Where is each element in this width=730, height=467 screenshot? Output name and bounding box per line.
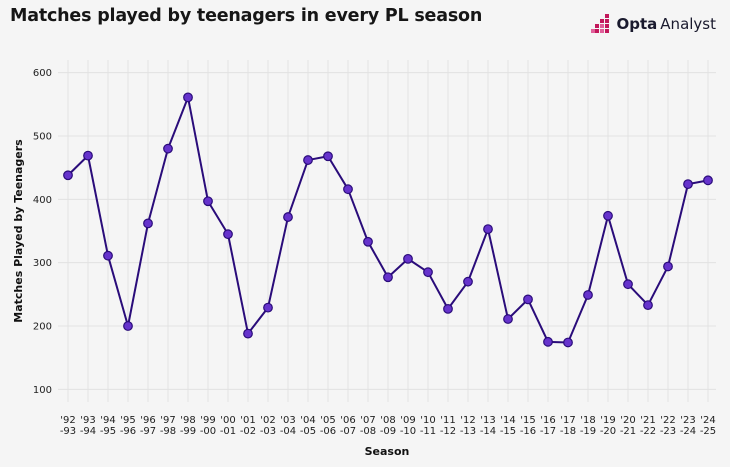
- x-tick-label: '03 -04: [280, 415, 296, 437]
- x-tick-label: '19 -20: [600, 415, 616, 437]
- y-tick-label: 300: [33, 258, 52, 269]
- data-point: [683, 179, 693, 190]
- x-tick-label: '01 -02: [240, 415, 256, 437]
- x-tick-label: '95 -96: [120, 415, 136, 437]
- x-tick-label: '96 -97: [140, 415, 156, 437]
- logo-text-analyst: Analyst: [660, 15, 716, 33]
- x-tick-label: '16 -17: [540, 415, 556, 437]
- x-tick-label: '99 -00: [200, 415, 216, 437]
- x-tick-label: '12 -13: [460, 415, 476, 437]
- x-tick-label: '08 -09: [380, 415, 396, 437]
- data-point: [503, 314, 513, 324]
- data-point: [643, 300, 653, 311]
- y-tick-label: 200: [33, 322, 52, 333]
- data-point: [603, 210, 613, 221]
- opta-analyst-logo: Opta Analyst: [590, 14, 716, 34]
- data-point: [323, 151, 333, 162]
- y-tick-label: 500: [33, 132, 52, 143]
- y-axis-title: Matches Played by Teenagers: [12, 139, 25, 323]
- x-tick-label: '14 -15: [500, 415, 516, 437]
- y-tick-label: 400: [33, 195, 52, 206]
- data-point: [663, 261, 673, 272]
- data-point: [443, 304, 453, 314]
- y-tick-label: 100: [33, 385, 52, 396]
- y-tick-label: 600: [33, 68, 52, 79]
- x-tick-label: '11 -12: [440, 415, 456, 437]
- data-point: [63, 170, 73, 181]
- data-point: [623, 279, 633, 290]
- data-point: [123, 321, 133, 331]
- chart-title: Matches played by teenagers in every PL …: [10, 6, 483, 26]
- x-axis-title: Season: [365, 445, 410, 458]
- data-point: [383, 272, 393, 283]
- data-point: [243, 328, 253, 339]
- x-tick-label: '13 -14: [480, 415, 496, 437]
- x-tick-label: '94 -95: [100, 415, 116, 437]
- x-tick-label: '97 -98: [160, 415, 176, 437]
- data-point: [423, 267, 433, 278]
- opta-logo-icon: [590, 14, 609, 33]
- data-point: [203, 196, 213, 207]
- data-point: [363, 236, 373, 247]
- x-tick-label: '00 -01: [220, 415, 236, 437]
- data-point: [703, 175, 713, 186]
- x-tick-label: '24 -25: [700, 415, 716, 437]
- data-point: [83, 150, 93, 161]
- x-tick-label: '05 -06: [320, 415, 336, 437]
- x-tick-label: '21 -22: [640, 415, 656, 437]
- data-point: [483, 224, 493, 235]
- x-tick-label: '92 -93: [60, 415, 76, 437]
- data-point: [283, 212, 293, 222]
- x-tick-label: '98 -99: [180, 415, 196, 437]
- x-tick-label: '23 -24: [680, 415, 696, 437]
- data-point: [563, 337, 573, 348]
- data-point: [223, 229, 233, 240]
- x-tick-label: '07 -08: [360, 415, 376, 437]
- data-point: [143, 218, 153, 229]
- data-point: [103, 250, 113, 261]
- data-point: [543, 336, 553, 347]
- x-tick-label: '22 -23: [660, 415, 676, 437]
- x-tick-label: '02 -03: [260, 415, 276, 437]
- data-point: [523, 294, 533, 305]
- data-point: [583, 290, 593, 300]
- data-point: [303, 155, 313, 165]
- data-point: [263, 302, 273, 313]
- data-point: [163, 143, 173, 154]
- x-tick-label: '20 -21: [620, 415, 636, 437]
- x-tick-label: '18 -19: [580, 415, 596, 437]
- data-point: [183, 92, 193, 103]
- logo-text-opta: Opta: [616, 15, 658, 33]
- x-tick-label: '93 -94: [80, 415, 96, 437]
- data-point: [343, 184, 353, 195]
- data-point: [463, 276, 473, 287]
- x-tick-label: '15 -16: [520, 415, 536, 437]
- x-tick-label: '06 -07: [340, 415, 356, 437]
- x-tick-label: '09 -10: [400, 415, 416, 437]
- x-tick-label: '17 -18: [560, 415, 576, 437]
- x-tick-label: '10 -11: [420, 415, 436, 437]
- data-point: [403, 253, 413, 264]
- x-tick-label: '04 -05: [300, 415, 316, 437]
